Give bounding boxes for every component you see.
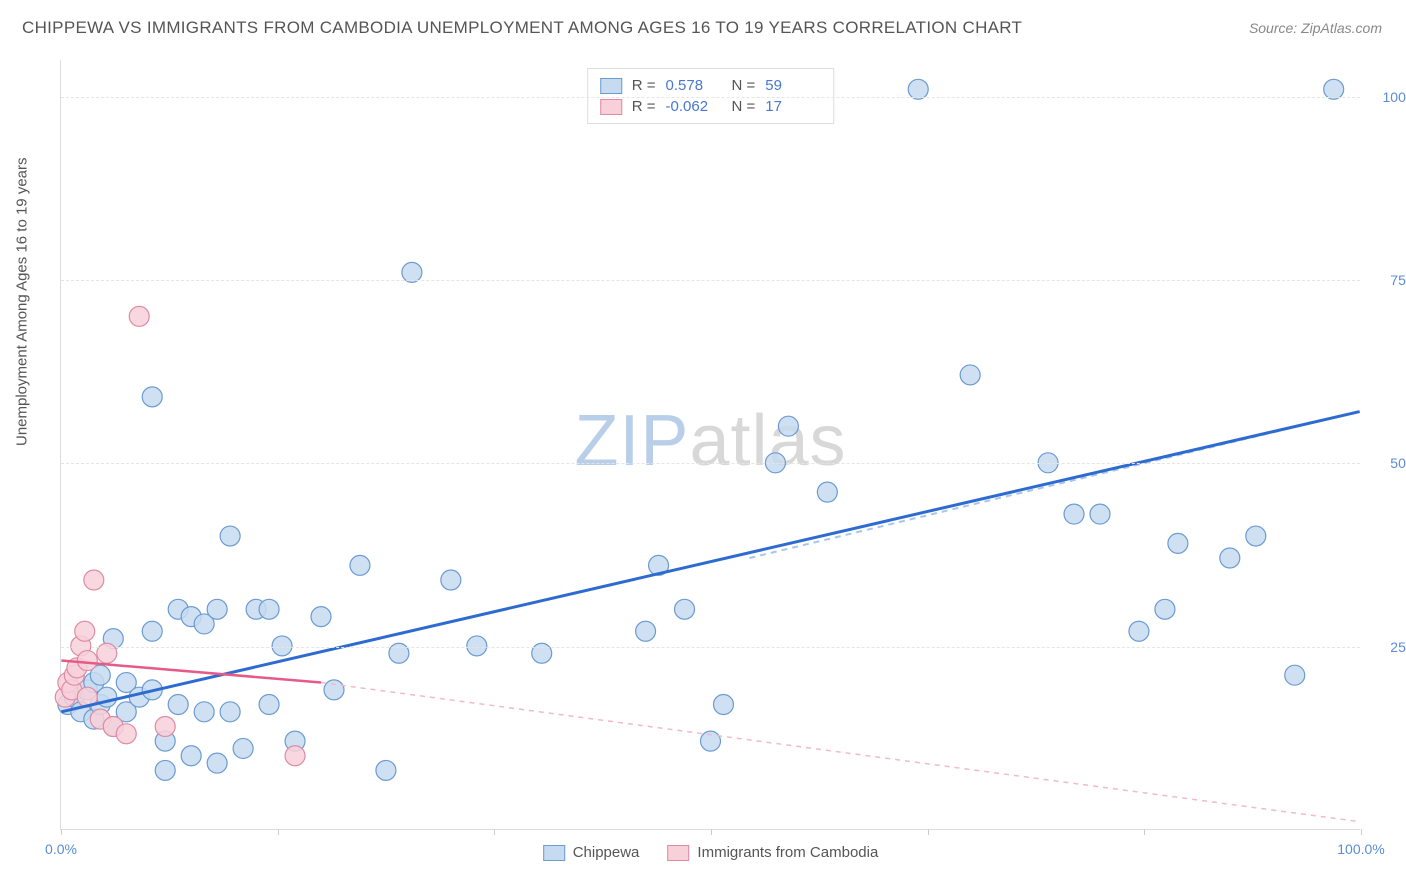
scatter-point <box>675 599 695 619</box>
scatter-point <box>259 599 279 619</box>
gridline <box>61 97 1360 98</box>
scatter-point <box>1090 504 1110 524</box>
scatter-point <box>259 695 279 715</box>
x-tick <box>494 829 495 835</box>
x-tick <box>61 829 62 835</box>
scatter-point <box>84 570 104 590</box>
scatter-point <box>1064 504 1084 524</box>
scatter-point <box>1246 526 1266 546</box>
stats-row: R = 0.578 N = 59 <box>600 75 822 96</box>
series-legend: Chippewa Immigrants from Cambodia <box>543 844 879 861</box>
scatter-point <box>129 306 149 326</box>
scatter-point <box>168 695 188 715</box>
scatter-point <box>233 738 253 758</box>
stats-row: R = -0.062 N = 17 <box>600 96 822 117</box>
r-label: R = <box>632 77 656 94</box>
scatter-point <box>77 651 97 671</box>
scatter-point <box>75 621 95 641</box>
x-tick-label: 0.0% <box>45 841 77 857</box>
scatter-point <box>376 760 396 780</box>
scatter-point <box>155 716 175 736</box>
legend-item: Immigrants from Cambodia <box>667 844 878 861</box>
scatter-point <box>142 387 162 407</box>
gridline <box>61 463 1360 464</box>
scatter-point <box>713 695 733 715</box>
n-value: 17 <box>765 98 821 115</box>
y-tick-label: 75.0% <box>1370 272 1406 288</box>
scatter-point <box>181 746 201 766</box>
trend-line <box>61 412 1359 712</box>
r-value: 0.578 <box>666 77 722 94</box>
scatter-point <box>636 621 656 641</box>
scatter-point <box>142 621 162 641</box>
r-label: R = <box>632 98 656 115</box>
scatter-point <box>1129 621 1149 641</box>
r-value: -0.062 <box>666 98 722 115</box>
n-label: N = <box>732 77 756 94</box>
scatter-point <box>155 760 175 780</box>
legend-swatch <box>543 845 565 861</box>
scatter-point <box>441 570 461 590</box>
scatter-point <box>1155 599 1175 619</box>
scatter-point <box>1285 665 1305 685</box>
x-tick <box>711 829 712 835</box>
x-tick-label: 100.0% <box>1337 841 1384 857</box>
x-tick <box>1361 829 1362 835</box>
x-tick <box>928 829 929 835</box>
legend-item: Chippewa <box>543 844 640 861</box>
trend-line <box>321 683 1360 822</box>
scatter-point <box>817 482 837 502</box>
scatter-point <box>778 416 798 436</box>
legend-swatch <box>667 845 689 861</box>
x-tick <box>1144 829 1145 835</box>
n-value: 59 <box>765 77 821 94</box>
scatter-point <box>207 599 227 619</box>
scatter-point <box>194 702 214 722</box>
scatter-point <box>285 746 305 766</box>
y-tick-label: 50.0% <box>1370 455 1406 471</box>
n-label: N = <box>732 98 756 115</box>
y-axis-label: Unemployment Among Ages 16 to 19 years <box>14 157 31 446</box>
gridline <box>61 280 1360 281</box>
x-tick <box>278 829 279 835</box>
chart-plot-area: ZIPatlas R =0.578N =59R =-0.062N =17 Chi… <box>60 60 1360 830</box>
scatter-point <box>207 753 227 773</box>
scatter-point <box>220 526 240 546</box>
legend-label: Immigrants from Cambodia <box>697 844 878 861</box>
scatter-point <box>311 607 331 627</box>
legend-swatch <box>600 99 622 115</box>
source-attribution: Source: ZipAtlas.com <box>1249 20 1382 36</box>
scatter-point <box>350 555 370 575</box>
scatter-point <box>960 365 980 385</box>
chart-title: CHIPPEWA VS IMMIGRANTS FROM CAMBODIA UNE… <box>22 18 1022 38</box>
scatter-point <box>1168 533 1188 553</box>
scatter-point <box>220 702 240 722</box>
legend-swatch <box>600 78 622 94</box>
scatter-point <box>1220 548 1240 568</box>
y-tick-label: 100.0% <box>1370 89 1406 105</box>
scatter-point <box>324 680 344 700</box>
y-tick-label: 25.0% <box>1370 639 1406 655</box>
scatter-point <box>116 724 136 744</box>
legend-label: Chippewa <box>573 844 640 861</box>
scatter-svg <box>61 60 1360 829</box>
gridline <box>61 647 1360 648</box>
